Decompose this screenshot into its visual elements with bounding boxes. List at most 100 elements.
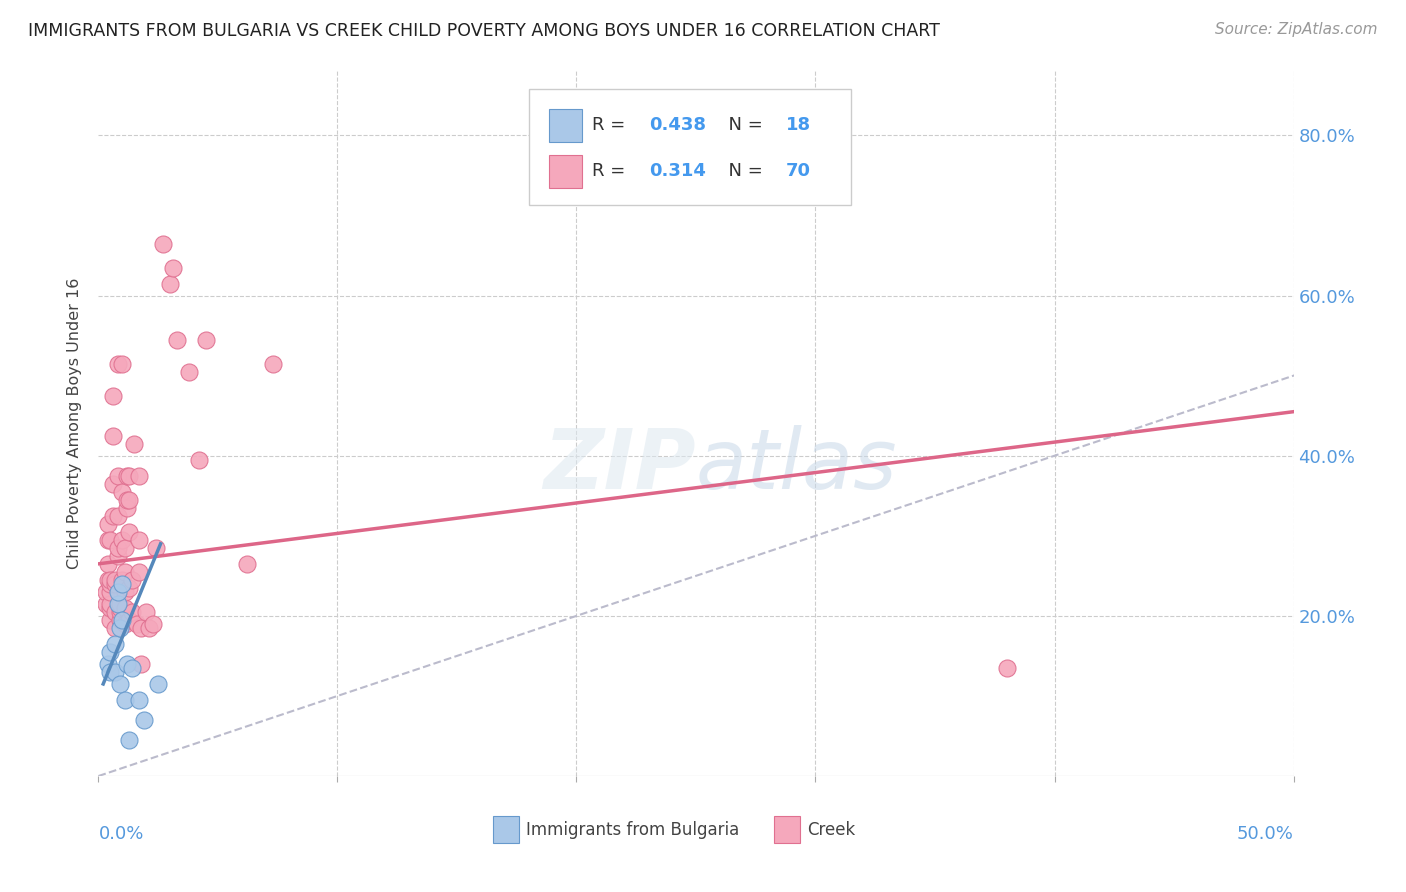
- Point: [98, 533, 122, 547]
- Point: [104, 665, 127, 679]
- Text: 50.0%: 50.0%: [1237, 825, 1294, 843]
- Point: [118, 613, 141, 627]
- Point: [98, 573, 122, 587]
- Point: [142, 616, 165, 631]
- Point: [131, 657, 153, 671]
- Point: [132, 713, 155, 727]
- Point: [115, 492, 138, 507]
- Point: [104, 621, 127, 635]
- Point: [108, 600, 131, 615]
- FancyBboxPatch shape: [548, 109, 582, 142]
- Point: [118, 733, 141, 747]
- Point: [107, 508, 129, 523]
- FancyBboxPatch shape: [529, 89, 852, 205]
- Point: [115, 468, 138, 483]
- Point: [114, 600, 136, 615]
- Text: ZIP: ZIP: [543, 425, 696, 507]
- FancyBboxPatch shape: [773, 816, 800, 843]
- Text: R =: R =: [592, 162, 631, 180]
- Point: [111, 533, 134, 547]
- Point: [107, 549, 129, 563]
- Point: [107, 541, 129, 555]
- Point: [187, 452, 209, 467]
- Text: 18: 18: [786, 116, 811, 135]
- Point: [111, 357, 134, 371]
- Text: 0.0%: 0.0%: [98, 825, 143, 843]
- Point: [94, 597, 117, 611]
- Point: [125, 616, 148, 631]
- Point: [111, 613, 134, 627]
- Point: [97, 516, 120, 531]
- Point: [104, 577, 127, 591]
- Point: [262, 357, 284, 371]
- Point: [138, 621, 160, 635]
- Point: [101, 476, 124, 491]
- FancyBboxPatch shape: [494, 816, 519, 843]
- Point: [107, 597, 129, 611]
- Point: [94, 585, 117, 599]
- Point: [101, 389, 124, 403]
- Point: [104, 605, 127, 619]
- Point: [128, 533, 150, 547]
- Point: [104, 573, 127, 587]
- Point: [235, 557, 257, 571]
- Point: [111, 577, 134, 591]
- Text: 0.314: 0.314: [650, 162, 706, 180]
- Point: [162, 260, 184, 275]
- Point: [114, 616, 136, 631]
- Point: [118, 468, 141, 483]
- Point: [121, 661, 143, 675]
- Point: [121, 573, 143, 587]
- Point: [195, 333, 218, 347]
- Point: [98, 665, 122, 679]
- Point: [98, 613, 122, 627]
- Point: [97, 557, 120, 571]
- Text: N =: N =: [717, 116, 769, 135]
- Point: [128, 693, 150, 707]
- Point: [114, 693, 136, 707]
- Text: R =: R =: [592, 116, 631, 135]
- Point: [128, 565, 150, 579]
- Point: [98, 585, 122, 599]
- Point: [104, 637, 127, 651]
- Point: [98, 577, 122, 591]
- Y-axis label: Child Poverty Among Boys Under 16: Child Poverty Among Boys Under 16: [67, 278, 83, 569]
- Point: [115, 657, 138, 671]
- Point: [115, 500, 138, 515]
- Text: Immigrants from Bulgaria: Immigrants from Bulgaria: [526, 821, 740, 838]
- Point: [98, 597, 122, 611]
- Point: [101, 508, 124, 523]
- Point: [107, 357, 129, 371]
- Point: [179, 365, 201, 379]
- Text: 0.438: 0.438: [650, 116, 706, 135]
- Point: [131, 621, 153, 635]
- Point: [108, 621, 131, 635]
- Point: [114, 585, 136, 599]
- Point: [114, 565, 136, 579]
- Text: 70: 70: [786, 162, 811, 180]
- Point: [995, 661, 1018, 675]
- Point: [111, 573, 134, 587]
- Point: [148, 677, 170, 691]
- Point: [118, 492, 141, 507]
- Point: [111, 484, 134, 499]
- Point: [108, 677, 131, 691]
- Point: [128, 468, 150, 483]
- Point: [97, 573, 120, 587]
- Text: Creek: Creek: [807, 821, 855, 838]
- Point: [159, 277, 181, 291]
- Point: [107, 468, 129, 483]
- Point: [152, 236, 174, 251]
- Point: [108, 613, 131, 627]
- Point: [121, 605, 143, 619]
- Point: [124, 436, 146, 450]
- Text: Source: ZipAtlas.com: Source: ZipAtlas.com: [1215, 22, 1378, 37]
- Point: [98, 600, 122, 615]
- Point: [108, 605, 131, 619]
- Text: atlas: atlas: [696, 425, 897, 507]
- Point: [98, 645, 122, 659]
- Point: [118, 581, 141, 595]
- Point: [108, 597, 131, 611]
- Point: [114, 541, 136, 555]
- Point: [97, 533, 120, 547]
